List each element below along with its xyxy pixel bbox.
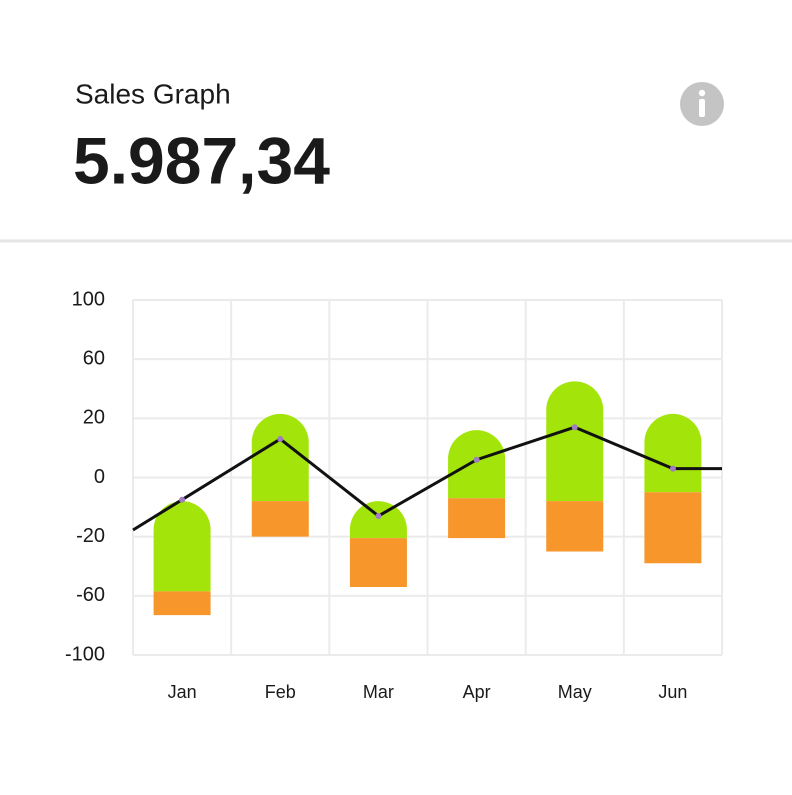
bar-segment (448, 498, 506, 539)
total-value: 5.987,34 (73, 123, 330, 197)
bar-segment (546, 381, 604, 502)
bar-segment (349, 501, 407, 539)
y-tick-label: -100 (65, 643, 105, 665)
bar-segment (251, 413, 309, 502)
y-tick-label: 60 (83, 347, 105, 369)
bar-segment (349, 538, 407, 587)
bar-segment (644, 413, 702, 493)
info-bar[interactable] (699, 99, 705, 117)
bar-segment (153, 501, 211, 592)
line-point (669, 465, 676, 472)
x-tick-label: Jan (168, 682, 197, 702)
x-tick-label: May (558, 682, 592, 702)
bar-segment (153, 591, 211, 616)
bar-segment (546, 501, 604, 552)
line-point (277, 436, 284, 443)
line-point (571, 424, 578, 431)
info-icon[interactable] (680, 82, 724, 126)
x-tick-label: Mar (363, 682, 394, 702)
bar-segment (251, 501, 309, 537)
bar-segment (644, 492, 702, 564)
trend-line (181, 425, 674, 518)
x-tick-label: Apr (463, 682, 491, 702)
y-tick-label: -20 (76, 525, 105, 547)
x-tick-label: Jun (658, 682, 687, 702)
y-tick-label: 20 (83, 407, 105, 429)
card-title: Sales Graph (75, 78, 231, 109)
y-tick-label: -60 (76, 584, 105, 606)
y-tick-label: 100 (72, 288, 105, 310)
y-tick-label: 0 (94, 466, 105, 488)
line-point (179, 496, 186, 503)
info-dot[interactable] (698, 89, 706, 97)
line-point (375, 512, 382, 519)
line-point (473, 456, 480, 463)
line-lead (132, 498, 183, 532)
bar-segment (448, 430, 506, 499)
x-tick-label: Feb (265, 682, 296, 702)
